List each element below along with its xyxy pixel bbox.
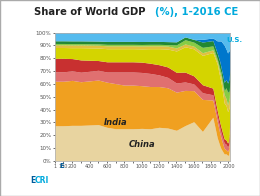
Text: E: E (30, 176, 35, 185)
Text: Share of World GDP: Share of World GDP (34, 7, 149, 17)
Text: (%), 1-2016 CE: (%), 1-2016 CE (155, 7, 238, 17)
Text: U.S.: U.S. (227, 37, 243, 43)
Text: CRI: CRI (34, 176, 49, 185)
Text: India: India (104, 118, 127, 127)
Text: China: China (128, 140, 155, 149)
Text: E: E (59, 163, 64, 169)
